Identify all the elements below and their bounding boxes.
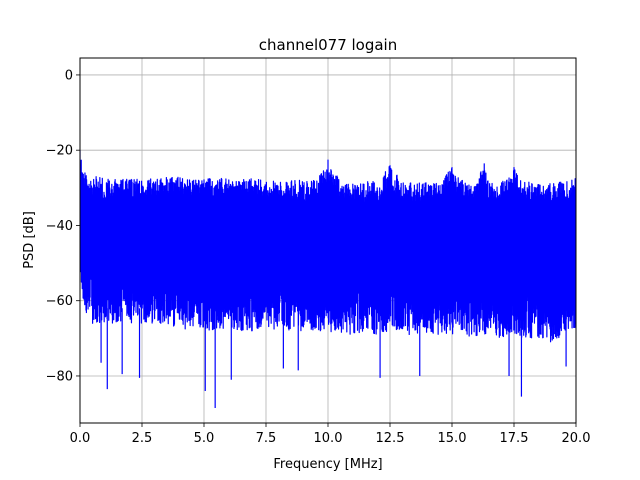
x-tick-label: 7.5 [256, 431, 277, 446]
chart-title: channel077 logain [259, 36, 398, 54]
x-tick-label: 0.0 [70, 431, 91, 446]
x-tick-label: 10.0 [314, 431, 343, 446]
y-axis-label: PSD [dB] [22, 211, 37, 269]
psd-trace [80, 150, 576, 408]
y-tick-label: −60 [46, 294, 73, 309]
x-tick-label: 15.0 [438, 431, 467, 446]
x-tick-label: 5.0 [194, 431, 215, 446]
ticks: 0.0 2.5 5.0 7.5 10.0 12.5 15.0 17.5 20.0 0 −20 −40 −… [46, 68, 591, 446]
psd-line [80, 150, 576, 408]
y-tick-label: −80 [46, 369, 73, 384]
y-tick-label: 0 [65, 68, 73, 83]
y-tick-label: −20 [46, 144, 73, 159]
x-tick-label: 17.5 [500, 431, 529, 446]
x-tick-label: 2.5 [132, 431, 153, 446]
x-tick-label: 12.5 [376, 431, 405, 446]
x-tick-label: 20.0 [562, 431, 591, 446]
x-axis-label: Frequency [MHz] [273, 457, 382, 472]
y-tick-label: −40 [46, 219, 73, 234]
